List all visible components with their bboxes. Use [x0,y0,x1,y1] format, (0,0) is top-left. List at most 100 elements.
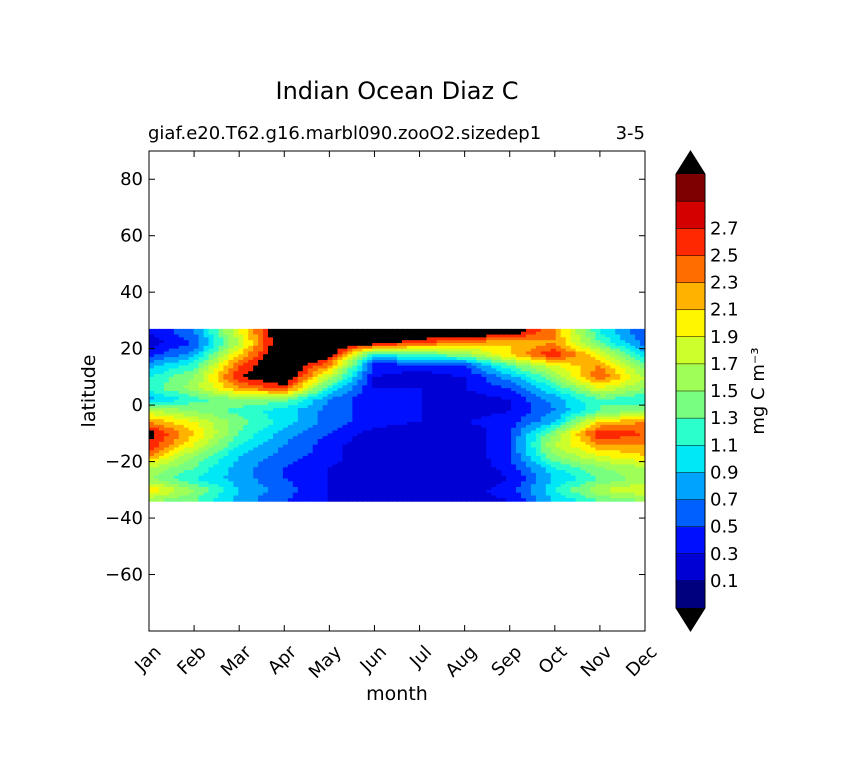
heatmap-cell [387,385,393,389]
heatmap-cell [555,396,562,401]
heatmap-cell [416,357,423,361]
heatmap-cell [198,337,205,341]
heatmap-cell [307,416,314,420]
heatmap-cell [640,453,645,457]
heatmap-cell [158,419,165,423]
heatmap-cell [511,354,517,358]
heatmap-cell [530,405,537,409]
heatmap-cell [258,453,264,457]
heatmap-cell [362,455,368,460]
heatmap-cell [337,357,344,361]
heatmap-cell [545,407,552,412]
heatmap-cell [362,402,368,406]
heatmap-cell [317,388,324,392]
heatmap-cell [466,337,472,341]
heatmap-cell [287,365,294,370]
heatmap-cell [580,388,587,392]
heatmap-cell [233,371,239,375]
heatmap-cell [471,351,477,355]
heatmap-cell [501,436,507,440]
heatmap-cell [168,368,175,372]
heatmap-cell [446,461,453,466]
heatmap-cell [149,331,155,336]
heatmap-cell [352,410,358,415]
heatmap-cell [615,436,621,440]
heatmap-cell [357,343,363,347]
heatmap-cell [188,385,195,389]
heatmap-cell [580,458,587,463]
heatmap-cell [238,396,244,401]
heatmap-cell [501,368,507,372]
heatmap-cell [456,393,463,398]
heatmap-cell [501,422,507,426]
heatmap-cell [570,467,577,471]
heatmap-cell [401,407,408,412]
heatmap-cell [436,413,443,418]
heatmap-cell [471,447,477,451]
heatmap-cell [387,424,393,429]
heatmap-cell [630,407,636,412]
heatmap-cell [397,391,403,395]
heatmap-cell [238,436,244,440]
heatmap-cell [198,393,205,398]
heatmap-cell [158,447,165,451]
heatmap-cell [605,461,611,466]
heatmap-cell [535,419,542,423]
heatmap-cell [511,343,517,347]
heatmap-cell [635,458,641,463]
heatmap-cell [149,351,155,355]
heatmap-cell [491,357,497,361]
heatmap-cell [630,433,636,437]
heatmap-cell [610,402,616,406]
heatmap-cell [451,430,458,434]
heatmap-cell [605,374,611,378]
heatmap-cell [640,413,645,418]
heatmap-cell [441,405,448,409]
heatmap-cell [218,453,224,457]
heatmap-cell [292,334,299,338]
heatmap-cell [540,427,547,432]
heatmap-cell [555,379,562,384]
heatmap-cell [268,447,274,451]
heatmap-cell [540,388,547,392]
heatmap-cell [203,461,210,466]
heatmap-cell [471,368,477,372]
heatmap-cell [307,374,314,378]
heatmap-cell [307,354,314,358]
heatmap-cell [630,340,636,344]
heatmap-cell [521,359,527,364]
heatmap-cell [163,441,170,446]
heatmap-cell [258,388,264,392]
heatmap-cell [357,396,363,401]
heatmap-cell [436,345,443,350]
heatmap-cell [511,461,517,466]
heatmap-cell [312,328,319,333]
heatmap-cell [327,357,334,361]
heatmap-cell [233,368,239,372]
heatmap-cell [188,328,195,333]
heatmap-cell [277,450,284,454]
heatmap-cell [555,444,562,449]
heatmap-cell [406,436,413,440]
heatmap-cell [392,396,398,401]
heatmap-cell [228,328,234,333]
heatmap-cell [163,399,170,403]
heatmap-cell [213,455,220,460]
heatmap-cell [302,396,309,401]
heatmap-cell [277,385,284,389]
heatmap-cell [188,331,195,336]
heatmap-cell [332,436,339,440]
heatmap-cell [441,410,448,415]
heatmap-cell [456,467,463,471]
heatmap-cell [173,450,180,454]
heatmap-cell [491,331,497,336]
heatmap-cell [431,362,438,367]
heatmap-cell [163,467,170,471]
heatmap-cell [362,427,368,432]
heatmap-cell [347,343,353,347]
heatmap-cell [367,374,373,378]
heatmap-cell [471,382,477,386]
heatmap-cell [268,393,274,398]
heatmap-cell [401,354,408,358]
heatmap-cell [357,458,363,463]
